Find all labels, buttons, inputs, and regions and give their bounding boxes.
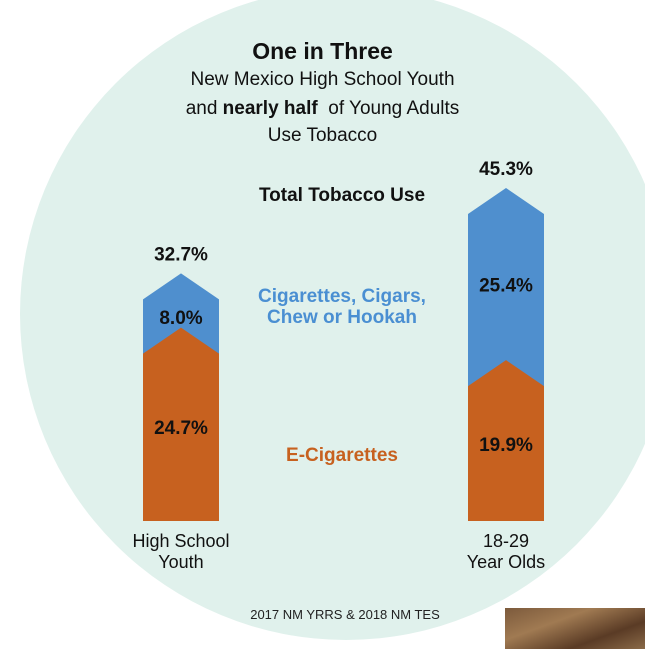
subtitle-emphasis: nearly half [222, 98, 318, 119]
category-label: Youth [158, 552, 203, 572]
other-tobacco-value-label: 8.0% [159, 308, 202, 329]
total-value-label: 32.7% [154, 244, 208, 265]
legend-e-cigarettes: E-Cigarettes [286, 445, 398, 466]
total-tobacco-use-label: Total Tobacco Use [259, 185, 425, 206]
category-label: Year Olds [467, 552, 545, 572]
source-note: 2017 NM YRRS & 2018 NM TES [250, 607, 440, 622]
chart-subtitle-line-2: and nearly half of Young Adults [0, 98, 645, 120]
background-photo-corner [505, 608, 645, 649]
subtitle-line-2-suffix: of Young Adults [317, 98, 460, 119]
legend-other-tobacco: Cigarettes, Cigars, [258, 286, 426, 307]
chart-subtitle-line-1: New Mexico High School Youth [190, 69, 455, 90]
e-cigarettes-value-label: 24.7% [154, 418, 208, 439]
subtitle-line-2-prefix: and [185, 98, 223, 119]
category-label: 18-29 [483, 531, 529, 551]
bar-e-cigarettes-1 [143, 327, 219, 521]
bar-e-cigarettes-2 [468, 360, 544, 521]
category-label: High School [132, 531, 229, 551]
legend-other-tobacco: Chew or Hookah [267, 307, 417, 328]
other-tobacco-value-label: 25.4% [479, 275, 533, 296]
chart-title: One in Three [252, 38, 393, 64]
e-cigarettes-value-label: 19.9% [479, 435, 533, 456]
chart-subtitle-line-3: Use Tobacco [267, 125, 378, 146]
total-value-label: 45.3% [479, 159, 533, 180]
